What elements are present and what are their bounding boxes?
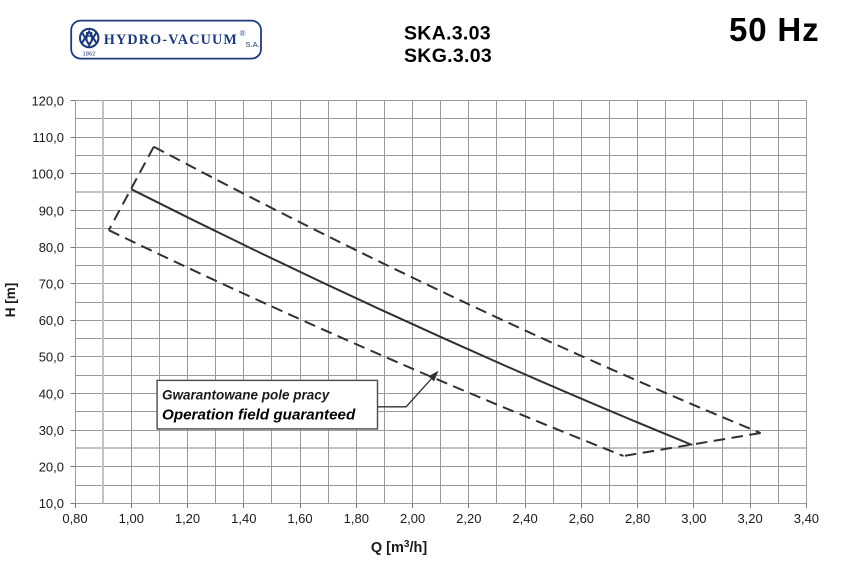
svg-text:2,20: 2,20 — [456, 511, 481, 526]
svg-text:SKG.3.03: SKG.3.03 — [404, 45, 492, 67]
svg-text:2,40: 2,40 — [512, 511, 537, 526]
svg-text:100,0: 100,0 — [31, 167, 64, 182]
svg-text:70,0: 70,0 — [39, 277, 64, 292]
svg-text:2,80: 2,80 — [625, 511, 650, 526]
svg-text:2,60: 2,60 — [569, 511, 594, 526]
svg-text:1,80: 1,80 — [344, 511, 369, 526]
svg-text:1,20: 1,20 — [175, 511, 200, 526]
svg-text:1,40: 1,40 — [231, 511, 256, 526]
svg-text:80,0: 80,0 — [39, 240, 64, 255]
svg-text:2,00: 2,00 — [400, 511, 425, 526]
svg-text:40,0: 40,0 — [39, 386, 64, 401]
svg-text:Q [m3/h]: Q [m3/h] — [371, 539, 427, 556]
svg-text:0,80: 0,80 — [62, 511, 87, 526]
svg-text:3,40: 3,40 — [794, 511, 819, 526]
svg-text:HYDRO-VACUUM: HYDRO-VACUUM — [104, 32, 238, 48]
svg-text:H [m]: H [m] — [3, 283, 18, 318]
svg-text:110,0: 110,0 — [32, 130, 64, 145]
svg-text:30,0: 30,0 — [39, 423, 64, 438]
svg-text:50 Hz: 50 Hz — [729, 11, 819, 48]
svg-text:1,60: 1,60 — [287, 511, 312, 526]
svg-text:Gwarantowane pole pracy: Gwarantowane pole pracy — [162, 388, 331, 403]
svg-text:3,20: 3,20 — [737, 511, 762, 526]
svg-text:Operation field guaranteed: Operation field guaranteed — [162, 407, 356, 424]
svg-text:120,0: 120,0 — [31, 93, 64, 108]
svg-text:20,0: 20,0 — [39, 460, 64, 475]
svg-text:60,0: 60,0 — [39, 313, 64, 328]
svg-text:90,0: 90,0 — [39, 203, 64, 218]
svg-text:10,0: 10,0 — [39, 496, 64, 511]
svg-text:1862: 1862 — [83, 51, 96, 57]
svg-text:1,00: 1,00 — [119, 511, 144, 526]
svg-text:®: ® — [240, 29, 246, 38]
svg-text:SKA.3.03: SKA.3.03 — [404, 23, 491, 45]
svg-text:50,0: 50,0 — [39, 350, 64, 365]
svg-text:S.A.: S.A. — [246, 40, 260, 49]
svg-text:3,00: 3,00 — [681, 511, 706, 526]
